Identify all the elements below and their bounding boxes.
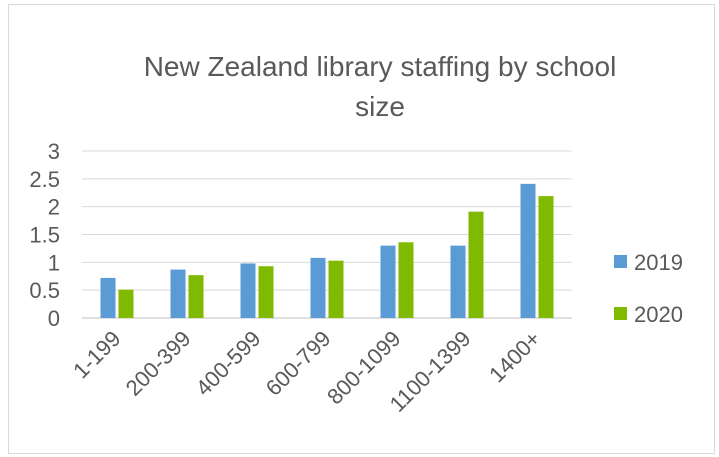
y-tick-label: 2.5 <box>29 167 60 192</box>
legend: 2019 2020 <box>614 250 683 327</box>
bar-2019-1400+ <box>520 183 536 318</box>
bar-2019-400-599 <box>240 263 256 318</box>
y-tick-label: 0 <box>48 306 60 331</box>
bar-2019-1100-1399 <box>450 245 466 318</box>
legend-swatch-2020 <box>614 307 627 320</box>
chart-title-line-1: New Zealand library staffing by school <box>144 51 617 82</box>
y-tick-label: 1 <box>48 250 60 275</box>
bar-2019-200-399 <box>170 269 186 318</box>
legend-label-2019: 2019 <box>634 250 683 275</box>
gridlines <box>82 150 572 319</box>
bars <box>100 183 554 318</box>
bar-2020-800-1099 <box>398 242 414 318</box>
legend-label-2020: 2020 <box>634 302 683 327</box>
y-tick-label: 3 <box>48 139 60 164</box>
bar-2019-600-799 <box>310 257 326 318</box>
y-tick-label: 1.5 <box>29 223 60 248</box>
x-tick-label: 1-199 <box>68 326 125 383</box>
bar-2019-1-199 <box>100 277 116 318</box>
y-tick-label: 0.5 <box>29 278 60 303</box>
chart-title-line-2: size <box>355 91 405 122</box>
x-tick-label: 400-599 <box>191 326 266 401</box>
bar-2020-1400+ <box>538 196 554 318</box>
bar-2020-400-599 <box>258 266 274 318</box>
bar-2019-800-1099 <box>380 245 396 318</box>
bar-2020-1-199 <box>118 289 134 318</box>
legend-swatch-2019 <box>614 255 627 268</box>
chart-title: New Zealand library staffing by school s… <box>144 51 617 122</box>
bar-2020-600-799 <box>328 260 344 318</box>
x-tick-label: 200-399 <box>121 326 196 401</box>
x-tick-label: 1400+ <box>484 326 545 387</box>
bar-2020-200-399 <box>188 275 204 318</box>
x-axis-tick-labels: 1-199200-399400-599600-799800-10991100-1… <box>68 326 545 417</box>
y-axis-tick-labels: 0 0.5 11.5 2 2.5 3 <box>29 139 60 331</box>
chart-frame <box>8 4 715 454</box>
bar-2020-1100-1399 <box>468 211 484 318</box>
y-tick-label: 2 <box>48 195 60 220</box>
